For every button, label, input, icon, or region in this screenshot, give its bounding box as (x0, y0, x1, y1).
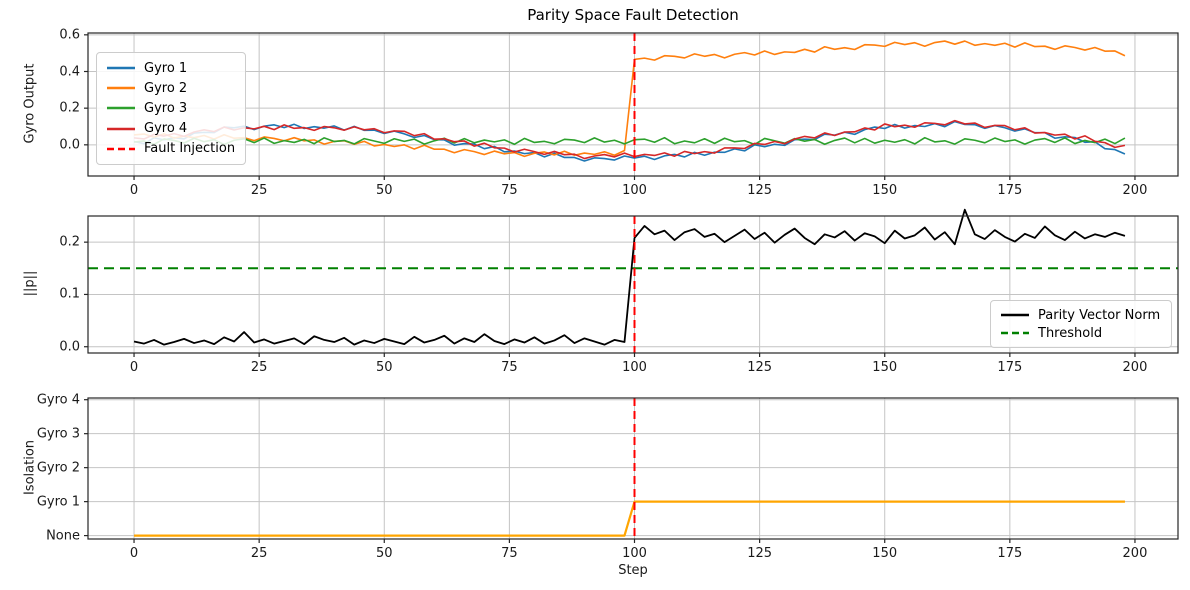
x-tick-label: 0 (129, 546, 139, 561)
x-tick-label: 25 (250, 546, 268, 561)
x-tick-label: 25 (250, 183, 268, 198)
figure-title: Parity Space Fault Detection (527, 6, 739, 24)
x-tick-label: 200 (1122, 183, 1148, 198)
x-tick-label: 75 (501, 360, 518, 375)
x-tick-label: 25 (250, 360, 268, 375)
x-tick-label: 150 (872, 183, 898, 198)
legend-entry-label: Threshold (1038, 325, 1103, 341)
x-tick-label: 200 (1122, 546, 1148, 561)
x-tick-label: 0 (129, 360, 139, 375)
legend-entry: Gyro 2 (106, 78, 236, 98)
legend-entry: Parity Vector Norm (1000, 306, 1162, 324)
x-tick-label: 75 (501, 183, 518, 198)
legend-line-sample (1001, 331, 1029, 335)
y-tick-label: 0.0 (59, 137, 80, 153)
legend-entry-label: Fault Injection (144, 141, 236, 157)
legend-line-sample (1001, 313, 1029, 317)
axes-spines (87, 32, 1179, 177)
legend-entry-label: Parity Vector Norm (1038, 307, 1161, 323)
axes-spines (87, 215, 1179, 354)
tick-marks (84, 241, 1136, 357)
x-axis-label-step: Step (618, 563, 648, 578)
legend-entry: Fault Injection (106, 139, 236, 159)
y-tick-label: 0.6 (59, 27, 80, 43)
legend-entry-label: Gyro 2 (144, 80, 188, 96)
y-tick-label: Gyro 4 (36, 392, 80, 408)
y-tick-label: None (46, 528, 80, 544)
y-tick-label: 0.1 (59, 286, 80, 302)
x-tick-label: 100 (622, 546, 647, 561)
legend-line-sample (107, 127, 135, 130)
x-tick-label: 50 (375, 183, 393, 198)
x-tick-label: 125 (747, 546, 773, 561)
grid (88, 398, 1178, 539)
series-parity-vector-norm (133, 208, 1126, 346)
legend-line-sample (107, 87, 135, 90)
grid (88, 33, 1178, 176)
x-tick-label: 150 (872, 360, 898, 375)
x-tick-label: 125 (747, 360, 773, 375)
series-gyro-4 (133, 119, 1126, 160)
axes-spines (87, 397, 1179, 540)
legend-entry: Threshold (1000, 324, 1162, 342)
y-tick-label: Gyro 1 (36, 494, 80, 510)
x-tick-label: 75 (501, 546, 518, 561)
x-tick-label: 0 (129, 183, 139, 198)
tick-marks (84, 34, 1136, 180)
y-tick-label: 0.4 (59, 64, 80, 79)
x-tick-label: 100 (622, 183, 647, 198)
x-tick-label: 200 (1122, 360, 1148, 375)
legend-entry-label: Gyro 4 (144, 121, 188, 137)
gyro-legend: Gyro 1 Gyro 2 Gyro 3 Gyro 4 Fault Injection (96, 52, 246, 165)
legend-entry-label: Gyro 3 (144, 100, 188, 116)
y-tick-label: Gyro 3 (36, 426, 80, 442)
norm-legend: Parity Vector Norm Threshold (990, 300, 1172, 348)
x-tick-label: 50 (375, 360, 393, 375)
y-tick-label: 0.2 (59, 234, 80, 250)
x-tick-label: 50 (375, 546, 393, 561)
y-tick-label: Gyro 2 (36, 460, 80, 476)
legend-line-sample (107, 66, 135, 70)
legend-entry: Gyro 3 (106, 98, 236, 118)
x-tick-label: 175 (997, 546, 1023, 561)
legend-line-sample (107, 107, 135, 110)
y-tick-label: 0.0 (59, 339, 80, 355)
legend-line-sample (107, 147, 135, 151)
legend-entry: Gyro 4 (106, 119, 236, 139)
series-gyro-2 (133, 40, 1126, 158)
x-tick-label: 175 (997, 183, 1023, 198)
x-tick-label: 125 (747, 183, 773, 198)
legend-entry-label: Gyro 1 (144, 60, 188, 76)
tick-marks (84, 399, 1136, 543)
series-gyro-3 (133, 136, 1126, 146)
x-tick-label: 150 (872, 546, 898, 561)
series-isolation (134, 500, 1125, 537)
legend-entry: Gyro 1 (106, 58, 236, 78)
y-tick-label: 0.2 (59, 100, 80, 116)
x-tick-label: 100 (622, 360, 647, 375)
x-tick-label: 175 (997, 360, 1023, 375)
